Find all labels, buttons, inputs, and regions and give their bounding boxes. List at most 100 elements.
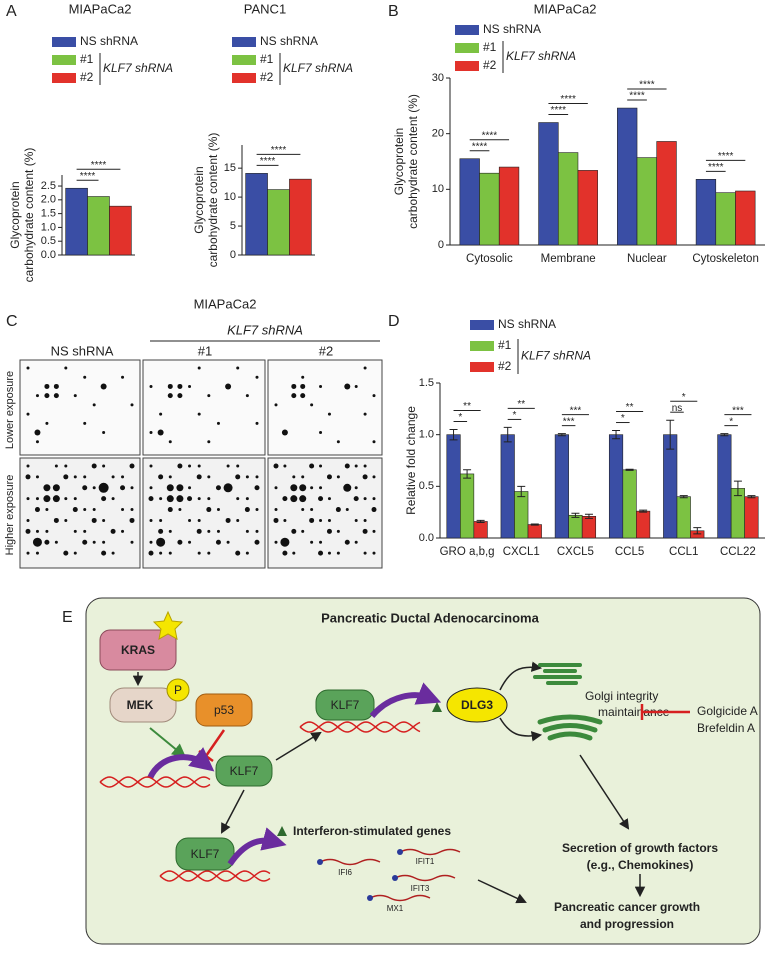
golgi-label: maintainance [598,705,670,719]
legend-label: #1 [260,52,274,66]
blot-spot [273,517,279,523]
blot-spot [45,421,49,425]
secretion-label: Secretion of growth factors [562,841,718,855]
blot-spot [255,375,259,379]
blot-spot [335,507,341,513]
blot-spot [235,550,241,556]
blot-spot [245,529,249,533]
blot-spot [197,464,201,468]
blot-spot [282,496,288,502]
blot-spot [63,550,69,556]
error-bar [530,523,539,526]
blot-spot [363,518,367,522]
blot-spot [291,383,297,389]
bar [568,514,583,539]
legend-label: #2 [498,359,512,373]
legend-swatch [455,61,479,71]
blot-spot [372,551,376,555]
blot-spot [159,518,163,522]
blot-spot [130,486,134,490]
blot-spot [372,475,376,479]
blot-spot [344,383,351,390]
bar [554,434,569,539]
error-bar [625,468,634,471]
error-bar [747,495,756,499]
blot-spot [176,495,184,503]
star [152,610,184,640]
blot-spot [215,485,221,491]
blot-spot [344,539,350,545]
blot-spot [197,366,201,370]
blot-spot [53,383,59,389]
blot-spot [26,497,30,501]
blot-spot [26,551,30,555]
group-label: KLF7 shRNA [283,61,353,75]
blot-spot [121,508,125,512]
blot-spot [45,508,49,512]
blot-spot [45,529,49,533]
blot-spot [326,528,332,534]
blot-group-label: KLF7 shRNA [227,322,303,337]
bar [500,434,515,539]
blot-spot [343,483,352,492]
blot-spot [236,497,240,501]
blot-spot [177,393,183,399]
blot-spot [362,474,368,480]
blot-spot [188,464,192,468]
y-axis-label: carbohydrate content (%) [22,148,36,283]
blot-spot [225,517,231,523]
blot-spot [158,474,164,480]
blot-spot [34,429,41,436]
blot-spot [157,429,164,436]
blot-spot [319,384,323,388]
y-axis-label: Relative fold change [404,406,418,515]
arrow [221,789,245,834]
blot-spot [197,412,201,416]
bar [695,179,717,246]
blot-spot [83,375,87,379]
blot-spot [197,518,201,522]
blot-spot [236,464,240,468]
blot-spot [35,475,39,479]
blot-box [142,457,266,569]
blot-spot [196,528,202,534]
blot-spot [319,486,323,490]
row-label: Higher exposure [4,475,16,556]
sig-label: **** [80,171,96,182]
golgi [533,663,582,685]
row-label: Lower exposure [4,371,16,449]
cap [367,895,373,901]
blot-spot [73,529,77,533]
blot-spot [26,412,30,416]
blot-spot [64,497,68,501]
blot-spot [53,517,59,523]
error-bar [679,495,688,499]
p53-label: p53 [214,703,234,717]
sig-label: * [621,413,625,424]
blot-spot [206,507,212,513]
x-tick-label: CCL1 [669,546,698,558]
blot-spot [236,518,240,522]
y-tick-label: 1.0 [41,221,56,233]
legend-swatch [455,43,479,53]
blot-spot [319,431,323,435]
blot-spot [281,429,288,436]
klf7-label: KLF7 [230,764,259,778]
bar [735,190,756,246]
blot-spot [310,540,314,544]
blot-spot [44,539,50,545]
blot-spot [83,475,87,479]
secretion-label: (e.g., Chemokines) [587,858,694,872]
klf7-label: KLF7 [191,847,220,861]
dna [99,776,211,788]
blot-spot [34,507,40,513]
blot-spot [226,464,230,468]
blot-spot [64,366,68,370]
bar [514,491,529,539]
legend-label: #1 [498,338,512,352]
blot-spot [255,529,259,533]
blot-spot [43,484,51,492]
blot-spot [129,517,135,523]
chart-title: MIAPaCa2 [534,1,597,16]
blot-spot [54,464,58,468]
